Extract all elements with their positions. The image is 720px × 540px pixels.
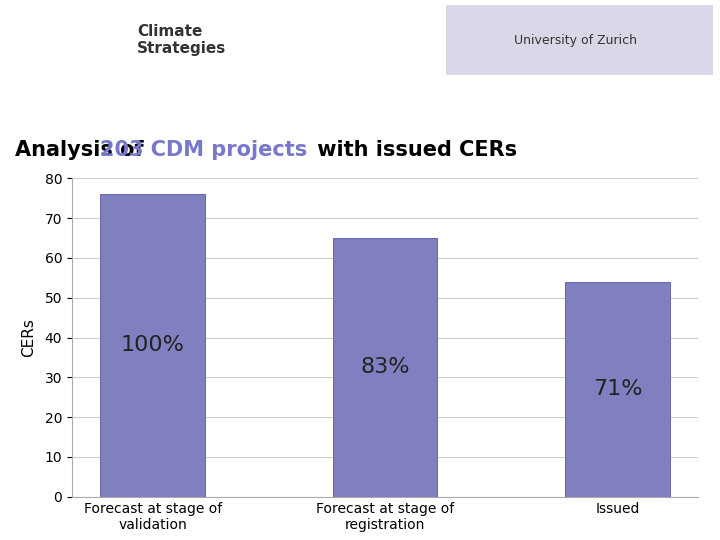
Text: Generic underperformance: Generic underperformance bbox=[29, 94, 410, 118]
Text: with issued CERs: with issued CERs bbox=[310, 140, 517, 160]
Text: University of Zurich: University of Zurich bbox=[515, 33, 637, 46]
Text: 203 CDM projects: 203 CDM projects bbox=[100, 140, 307, 160]
Text: 100%: 100% bbox=[121, 335, 185, 355]
FancyBboxPatch shape bbox=[446, 5, 713, 75]
Bar bbox=[333, 238, 438, 497]
Text: 83%: 83% bbox=[361, 357, 410, 377]
Y-axis label: CERs: CERs bbox=[22, 318, 36, 357]
Text: Climate
Strategies: Climate Strategies bbox=[137, 24, 226, 56]
Text: Analysis of: Analysis of bbox=[15, 140, 151, 160]
Text: 71%: 71% bbox=[593, 379, 642, 399]
FancyBboxPatch shape bbox=[7, 5, 266, 75]
Bar bbox=[565, 282, 670, 497]
Bar bbox=[101, 194, 205, 497]
